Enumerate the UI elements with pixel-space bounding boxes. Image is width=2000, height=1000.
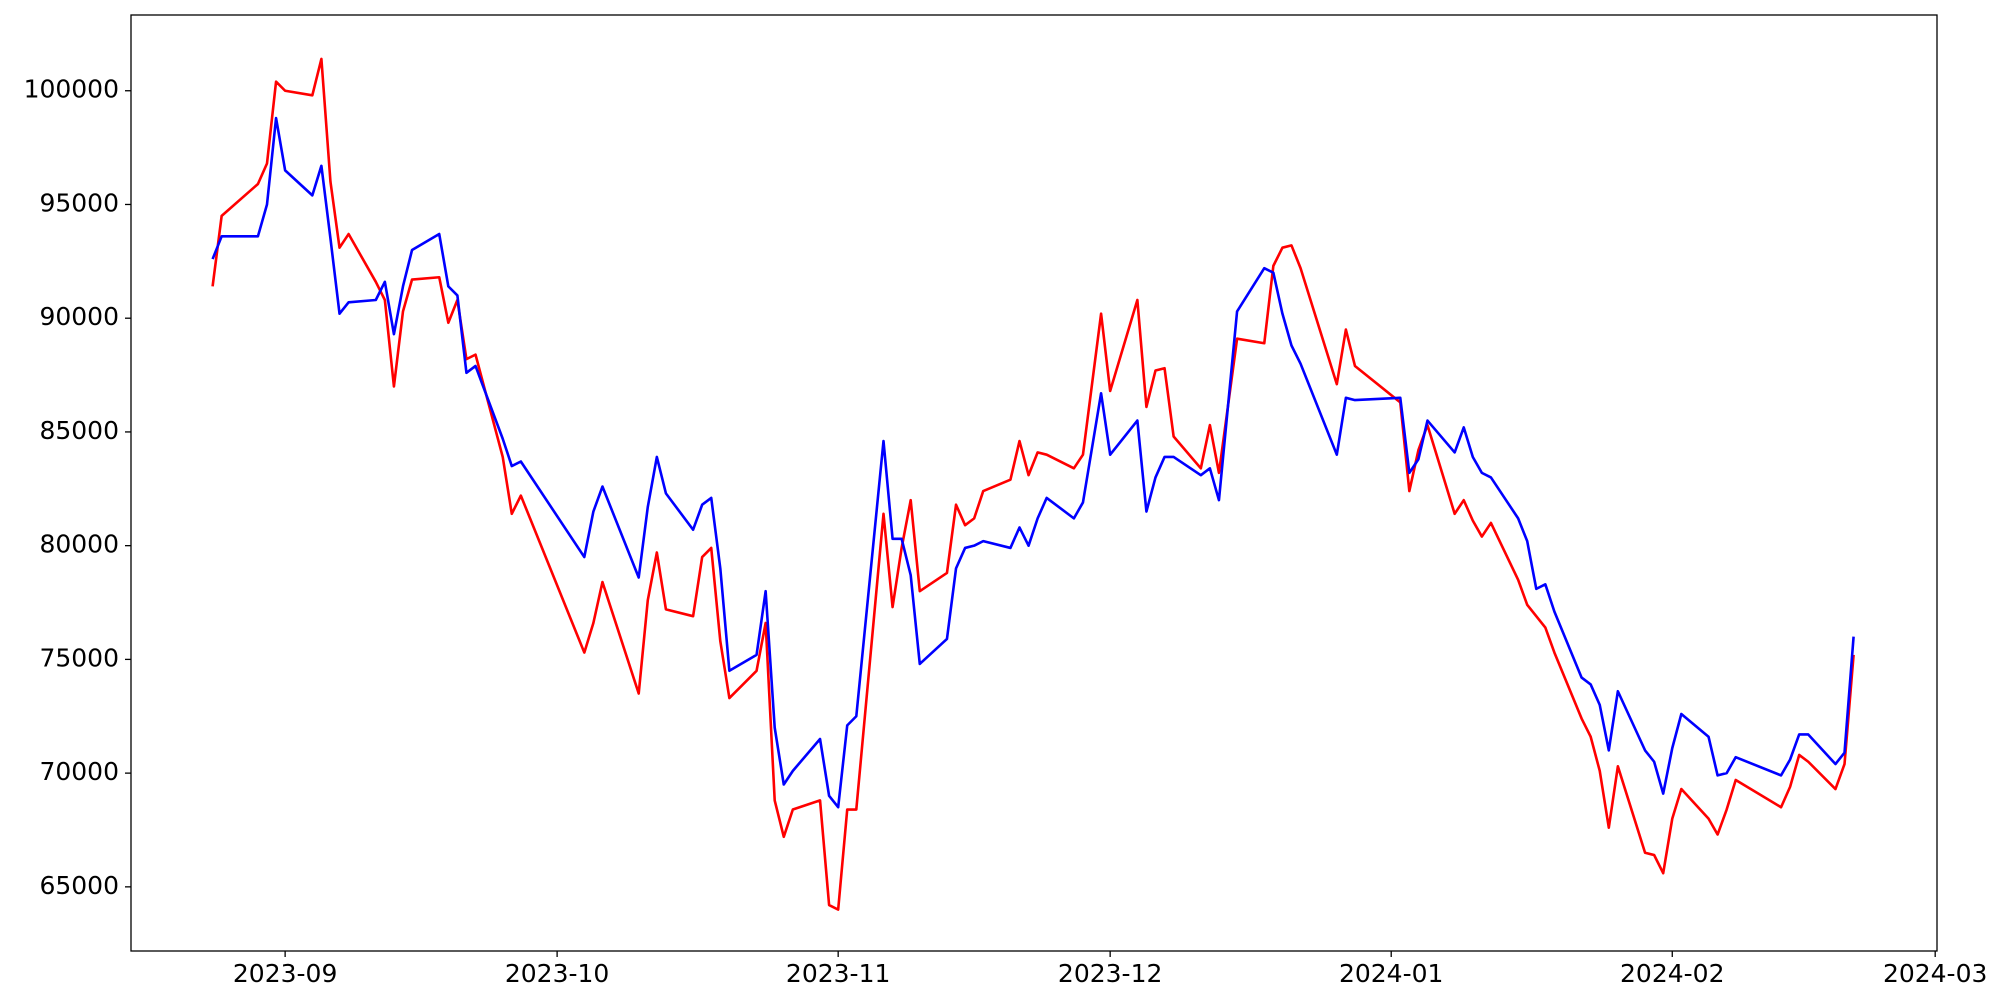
x-tick-label: 2024-01 (1339, 959, 1443, 988)
x-tick-label: 2023-12 (1058, 959, 1162, 988)
y-tick-label: 95000 (39, 188, 119, 217)
y-tick-label: 85000 (39, 416, 119, 445)
plot-frame (130, 14, 1938, 952)
y-tick-label: 100000 (24, 75, 119, 104)
y-tick-label: 70000 (39, 757, 119, 786)
x-tick-label: 2023-11 (786, 959, 890, 988)
y-tick-label: 75000 (39, 643, 119, 672)
x-tick-label: 2024-02 (1620, 959, 1724, 988)
y-tick-label: 65000 (39, 871, 119, 900)
x-tick-label: 2023-10 (505, 959, 609, 988)
x-tick-label: 2023-09 (233, 959, 337, 988)
y-tick-label: 90000 (39, 302, 119, 331)
x-tick-label: 2024-03 (1883, 959, 1987, 988)
line-series (211, 116, 1855, 809)
y-tick-label: 80000 (39, 530, 119, 559)
line-series (211, 57, 1855, 911)
